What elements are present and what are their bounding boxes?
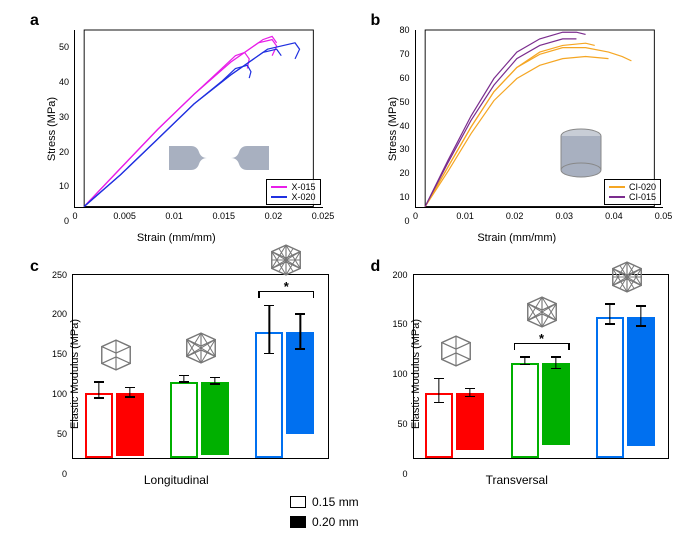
panel-d: d Elastic Modulus (MPa) Transversal 0501… <box>351 256 684 494</box>
panel-d-plot: 050100150200 * <box>413 274 670 460</box>
panel-b-plot: CI-020CI-015 00.010.020.030.040.05010203… <box>415 30 664 208</box>
panel-c-label: c <box>30 258 39 276</box>
panel-a-plot: X-015X-020 00.0050.010.0150.020.02501020… <box>74 30 323 208</box>
panel-d-bottomlabel: Transversal <box>486 473 548 487</box>
lattice-icon <box>264 238 308 282</box>
panel-b-xlabel: Strain (mm/mm) <box>477 232 556 244</box>
lattice-icon <box>605 255 649 299</box>
panel-b-ylabel: Stress (MPa) <box>387 97 399 161</box>
panel-b: b Stress (MPa) Strain (mm/mm) CI-020CI-0… <box>351 10 684 248</box>
lattice-icon <box>520 290 564 334</box>
panel-a-ylabel: Stress (MPa) <box>46 97 58 161</box>
panel-d-label: d <box>371 258 381 276</box>
panel-b-legend: CI-020CI-015 <box>604 179 661 205</box>
panel-c-bottomlabel: Longitudinal <box>144 473 209 487</box>
lattice-icon <box>434 329 478 373</box>
lattice-icon <box>94 333 138 377</box>
bottom-legend: 0.15 mm0.20 mm <box>290 495 683 529</box>
panel-c-plot: 050100150200250 * <box>72 274 329 460</box>
lattice-icon <box>179 326 223 370</box>
panel-a-label: a <box>30 12 39 30</box>
panel-a-legend: X-015X-020 <box>266 179 320 205</box>
panel-a-xlabel: Strain (mm/mm) <box>137 232 216 244</box>
panel-a: a Stress (MPa) Strain (mm/mm) X-015X-020… <box>10 10 343 248</box>
panel-c: c Elastic Modulus (MPa) Longitudinal 050… <box>10 256 343 494</box>
cylinder-icon <box>559 128 603 178</box>
panel-b-label: b <box>371 12 381 30</box>
dogbone-icon <box>169 146 269 175</box>
